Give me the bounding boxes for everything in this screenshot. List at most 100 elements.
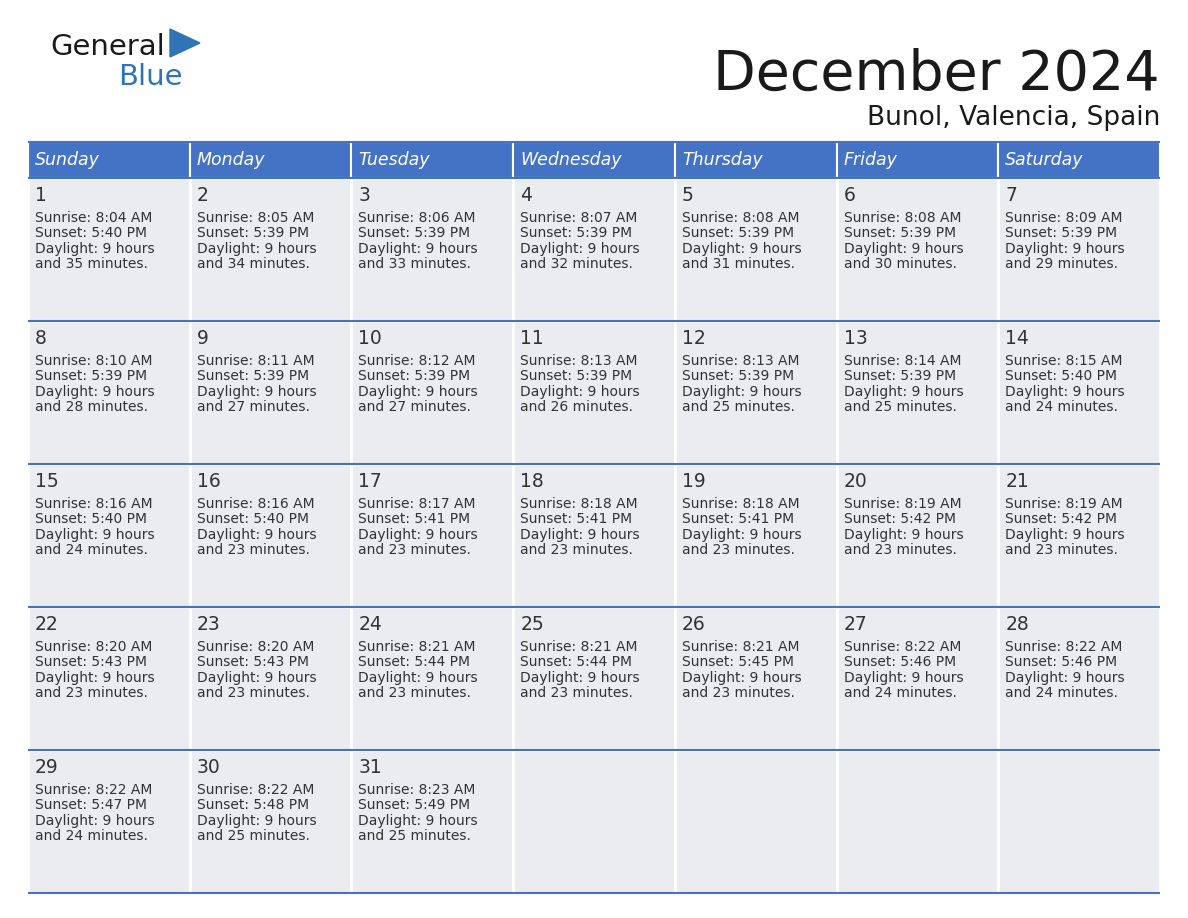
Bar	[836, 178, 998, 321]
Text: and 23 minutes.: and 23 minutes.	[843, 543, 956, 557]
Text: and 35 minutes.: and 35 minutes.	[34, 257, 147, 272]
Text: Daylight: 9 hours: Daylight: 9 hours	[520, 385, 640, 398]
Text: Wednesday: Wednesday	[520, 151, 621, 169]
Text: 30: 30	[197, 758, 221, 777]
Bar	[836, 321, 998, 464]
Bar	[675, 142, 836, 178]
Text: Sunset: 5:39 PM: Sunset: 5:39 PM	[197, 227, 309, 241]
Text: and 27 minutes.: and 27 minutes.	[197, 400, 310, 414]
Text: Sunrise: 8:16 AM: Sunrise: 8:16 AM	[34, 497, 152, 510]
Text: Sunset: 5:46 PM: Sunset: 5:46 PM	[843, 655, 955, 669]
Text: 15: 15	[34, 472, 58, 491]
Text: Daylight: 9 hours: Daylight: 9 hours	[682, 241, 802, 256]
Text: 16: 16	[197, 472, 221, 491]
Text: 22: 22	[34, 615, 58, 634]
Text: and 25 minutes.: and 25 minutes.	[843, 400, 956, 414]
Bar	[513, 464, 675, 607]
Bar	[352, 321, 513, 464]
Text: Sunrise: 8:13 AM: Sunrise: 8:13 AM	[520, 353, 638, 368]
Bar	[29, 750, 190, 893]
Text: 29: 29	[34, 758, 58, 777]
Text: and 29 minutes.: and 29 minutes.	[1005, 257, 1118, 272]
Text: Sunrise: 8:22 AM: Sunrise: 8:22 AM	[197, 783, 314, 797]
Text: Daylight: 9 hours: Daylight: 9 hours	[34, 385, 154, 398]
Text: Sunrise: 8:22 AM: Sunrise: 8:22 AM	[34, 783, 152, 797]
Text: Daylight: 9 hours: Daylight: 9 hours	[34, 813, 154, 828]
Text: and 23 minutes.: and 23 minutes.	[520, 543, 633, 557]
Text: and 23 minutes.: and 23 minutes.	[197, 687, 310, 700]
Text: Daylight: 9 hours: Daylight: 9 hours	[34, 241, 154, 256]
Text: Sunrise: 8:16 AM: Sunrise: 8:16 AM	[197, 497, 315, 510]
Bar	[190, 464, 352, 607]
Text: Sunrise: 8:13 AM: Sunrise: 8:13 AM	[682, 353, 800, 368]
Text: Daylight: 9 hours: Daylight: 9 hours	[197, 385, 316, 398]
Text: 5: 5	[682, 186, 694, 205]
Text: 24: 24	[359, 615, 383, 634]
Bar	[998, 142, 1159, 178]
Text: and 23 minutes.: and 23 minutes.	[34, 687, 147, 700]
Text: and 27 minutes.: and 27 minutes.	[359, 400, 472, 414]
Text: Blue: Blue	[118, 63, 183, 91]
Text: Sunset: 5:47 PM: Sunset: 5:47 PM	[34, 799, 147, 812]
Bar	[675, 321, 836, 464]
Text: Sunset: 5:43 PM: Sunset: 5:43 PM	[197, 655, 309, 669]
Text: Sunrise: 8:18 AM: Sunrise: 8:18 AM	[520, 497, 638, 510]
Bar	[513, 142, 675, 178]
Text: Daylight: 9 hours: Daylight: 9 hours	[843, 241, 963, 256]
Bar	[836, 142, 998, 178]
Bar	[836, 464, 998, 607]
Text: Sunset: 5:39 PM: Sunset: 5:39 PM	[843, 227, 955, 241]
Text: Daylight: 9 hours: Daylight: 9 hours	[1005, 671, 1125, 685]
Text: 8: 8	[34, 329, 46, 348]
Text: Daylight: 9 hours: Daylight: 9 hours	[1005, 385, 1125, 398]
Text: Sunrise: 8:08 AM: Sunrise: 8:08 AM	[843, 211, 961, 225]
Text: Friday: Friday	[843, 151, 897, 169]
Text: Daylight: 9 hours: Daylight: 9 hours	[843, 528, 963, 542]
Text: Sunset: 5:40 PM: Sunset: 5:40 PM	[197, 512, 309, 526]
Bar	[998, 464, 1159, 607]
Bar	[675, 464, 836, 607]
Text: Daylight: 9 hours: Daylight: 9 hours	[520, 528, 640, 542]
Bar	[836, 750, 998, 893]
Bar	[29, 178, 190, 321]
Bar	[352, 178, 513, 321]
Text: and 23 minutes.: and 23 minutes.	[359, 687, 472, 700]
Text: and 24 minutes.: and 24 minutes.	[34, 543, 147, 557]
Text: Sunrise: 8:15 AM: Sunrise: 8:15 AM	[1005, 353, 1123, 368]
Text: Sunrise: 8:06 AM: Sunrise: 8:06 AM	[359, 211, 476, 225]
Text: Daylight: 9 hours: Daylight: 9 hours	[359, 241, 478, 256]
Text: Sunrise: 8:11 AM: Sunrise: 8:11 AM	[197, 353, 315, 368]
Text: Sunset: 5:39 PM: Sunset: 5:39 PM	[1005, 227, 1118, 241]
Text: Daylight: 9 hours: Daylight: 9 hours	[1005, 241, 1125, 256]
Bar	[513, 750, 675, 893]
Text: Sunrise: 8:20 AM: Sunrise: 8:20 AM	[197, 640, 314, 654]
Text: Daylight: 9 hours: Daylight: 9 hours	[34, 671, 154, 685]
Text: Daylight: 9 hours: Daylight: 9 hours	[197, 813, 316, 828]
Bar	[352, 464, 513, 607]
Text: Sunrise: 8:12 AM: Sunrise: 8:12 AM	[359, 353, 476, 368]
Text: Daylight: 9 hours: Daylight: 9 hours	[197, 241, 316, 256]
Text: and 24 minutes.: and 24 minutes.	[1005, 687, 1118, 700]
Text: Sunset: 5:44 PM: Sunset: 5:44 PM	[520, 655, 632, 669]
Text: Sunrise: 8:09 AM: Sunrise: 8:09 AM	[1005, 211, 1123, 225]
Text: Sunset: 5:41 PM: Sunset: 5:41 PM	[682, 512, 794, 526]
Bar	[190, 607, 352, 750]
Text: Monday: Monday	[197, 151, 265, 169]
Text: Sunrise: 8:14 AM: Sunrise: 8:14 AM	[843, 353, 961, 368]
Text: Sunrise: 8:18 AM: Sunrise: 8:18 AM	[682, 497, 800, 510]
Bar	[190, 178, 352, 321]
Text: Bunol, Valencia, Spain: Bunol, Valencia, Spain	[866, 105, 1159, 131]
Text: and 24 minutes.: and 24 minutes.	[1005, 400, 1118, 414]
Text: and 23 minutes.: and 23 minutes.	[1005, 543, 1118, 557]
Text: 23: 23	[197, 615, 221, 634]
Text: 9: 9	[197, 329, 209, 348]
Text: 19: 19	[682, 472, 706, 491]
Text: Sunset: 5:39 PM: Sunset: 5:39 PM	[682, 369, 794, 384]
Text: 28: 28	[1005, 615, 1029, 634]
Text: 20: 20	[843, 472, 867, 491]
Bar	[998, 178, 1159, 321]
Text: 27: 27	[843, 615, 867, 634]
Bar	[675, 607, 836, 750]
Text: Sunrise: 8:21 AM: Sunrise: 8:21 AM	[682, 640, 800, 654]
Bar	[352, 607, 513, 750]
